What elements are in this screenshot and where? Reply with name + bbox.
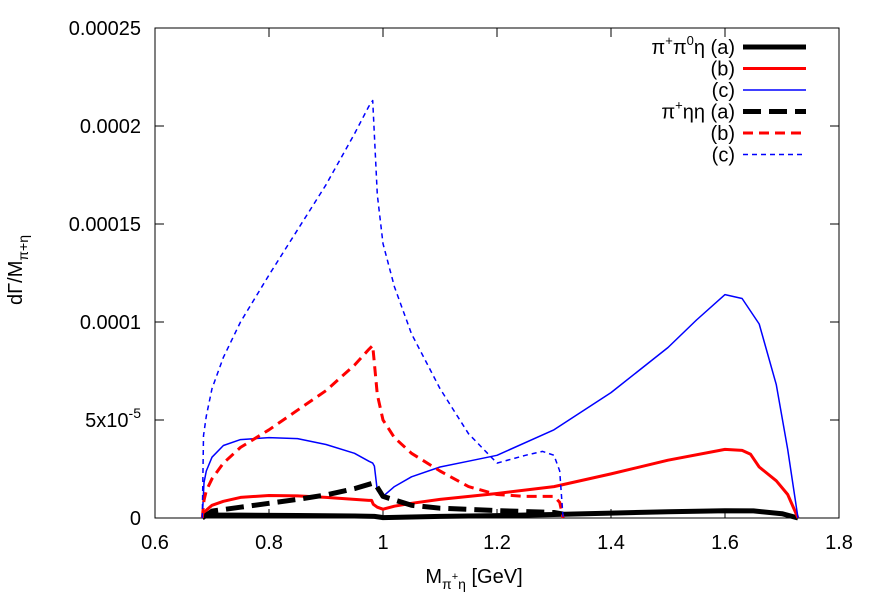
x-axis-label-sub-sup: +: [452, 571, 458, 583]
y-tick-label: 0: [130, 508, 141, 530]
legend-group-part: η: [694, 37, 705, 59]
legend-group-label: π+ηη: [661, 98, 705, 124]
series-line: [202, 508, 799, 521]
y-tick-label-base: 0: [130, 508, 141, 530]
legend-group-part: ηη: [683, 102, 705, 124]
x-tick-label: 1.4: [597, 532, 625, 554]
legend-group-label: π+π0η: [651, 33, 705, 59]
x-tick-label: 0.6: [141, 532, 169, 554]
plot-frame: [154, 27, 840, 519]
legend-entry-label: (a): [711, 102, 735, 124]
x-axis-label-sub-tail: η: [458, 576, 466, 592]
y-axis-label: dΓ/Mπ+η: [5, 235, 31, 305]
legend-group-part: +: [665, 33, 673, 48]
y-tick-label: 0.00025: [69, 18, 141, 40]
y-tick-label-base: 5x10: [85, 410, 128, 432]
x-tick-label: 0.8: [255, 532, 283, 554]
y-tick-label: 0.0001: [80, 312, 141, 334]
legend-group-part: +: [675, 98, 683, 113]
legend-entry-label: (c): [712, 80, 735, 102]
y-tick-label-base: 0.00015: [69, 214, 141, 236]
y-tick-label: 0.00015: [69, 214, 141, 236]
y-tick-label-sup: -5: [129, 405, 142, 421]
x-axis-label-main: M: [425, 566, 442, 588]
ticks: 0.6 0.8 1 1.2 1.4 1.6 1.8 0 5x10-5 0.0001 0.00015 0…: [69, 18, 853, 554]
legend-group-part: π: [651, 37, 665, 59]
x-tick-label: 1: [377, 532, 388, 554]
series-line: [200, 480, 564, 521]
legend-entry-label: (a): [711, 37, 735, 59]
y-tick-label-base: 0.00025: [69, 18, 141, 40]
legend-entry-label: (b): [711, 59, 735, 81]
x-axis-label-sub-base: π: [442, 576, 452, 592]
x-tick-label: 1.6: [711, 532, 739, 554]
x-axis-label-unit: [GeV]: [466, 566, 523, 588]
x-tick-label: 1.8: [825, 532, 853, 554]
y-axis-label-sub: π+η: [15, 235, 31, 261]
legend-group-part: 0: [687, 33, 694, 48]
series-line: [200, 344, 565, 519]
legend-entry-label: (b): [711, 123, 735, 145]
series-line: [200, 447, 800, 519]
y-tick-label: 0.0002: [80, 116, 141, 138]
x-axis-label: Mπ+η [GeV]: [425, 566, 522, 592]
legend-entry-label: (c): [712, 145, 735, 167]
series-group: [200, 99, 800, 521]
x-tick-label: 1.2: [483, 532, 511, 554]
y-tick-label: 5x10-5: [85, 405, 141, 432]
y-tick-label-base: 0.0001: [80, 312, 141, 334]
y-axis-label-main: dΓ/M: [5, 261, 27, 305]
legend-group-part: π: [673, 37, 687, 59]
series-line: [201, 99, 564, 519]
legend-group-part: π: [661, 102, 675, 124]
legend: π+π0η (a)(b)(c)π+ηη (a)(b)(c): [651, 33, 806, 167]
y-tick-label-base: 0.0002: [80, 116, 141, 138]
series-line: [201, 293, 799, 519]
